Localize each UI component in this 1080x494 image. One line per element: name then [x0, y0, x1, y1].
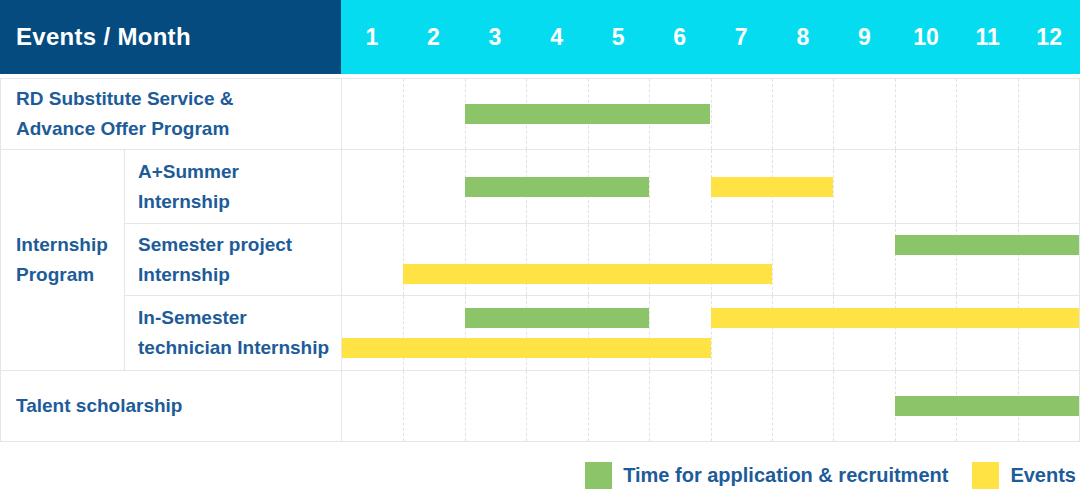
- bar-events-a-plus-summer: [711, 177, 834, 197]
- chart-area-a-plus-summer: [342, 150, 1079, 223]
- legend: Time for application & recruitment Event…: [585, 462, 1076, 489]
- month-header-cell-6: 6: [649, 0, 711, 74]
- bar-line: [342, 157, 1079, 216]
- label-line: Internship: [138, 260, 341, 290]
- table-title: Events / Month: [0, 0, 341, 74]
- bar-application-a-plus-summer: [465, 177, 649, 197]
- month-header-cell-4: 4: [526, 0, 588, 74]
- row-semester-project: Semester projectInternship: [125, 223, 1079, 295]
- label-line: Advance Offer Program: [16, 114, 341, 144]
- bar-events-semester-project: [403, 264, 772, 284]
- row-label-a-plus-summer: A+SummerInternship: [125, 150, 342, 223]
- bar-line: [342, 231, 1079, 260]
- chart-area-rd-substitute: [342, 79, 1079, 149]
- month-header-cell-11: 11: [957, 0, 1019, 74]
- bar-events-in-semester-technician: [711, 308, 1080, 328]
- label-line: Internship: [16, 230, 124, 260]
- row-in-semester-technician: In-Semestertechnician Internship: [125, 295, 1079, 370]
- bar-application-semester-project: [895, 235, 1079, 255]
- bar-line: [342, 303, 1079, 333]
- bar-line: [342, 260, 1079, 289]
- label-line: technician Internship: [138, 333, 341, 363]
- bar-application-rd-substitute: [465, 104, 711, 124]
- bar-application-in-semester-technician: [465, 308, 649, 328]
- gantt-body: RD Substitute Service &Advance Offer Pro…: [0, 78, 1080, 442]
- bar-events-in-semester-technician: [342, 338, 711, 358]
- row-label-talent-scholarship: Talent scholarship: [1, 371, 342, 441]
- label-line: In-Semester: [138, 303, 341, 333]
- label-line: Program: [16, 260, 124, 290]
- row-label-in-semester-technician: In-Semestertechnician Internship: [125, 296, 342, 370]
- row-a-plus-summer: A+SummerInternship: [125, 150, 1079, 223]
- month-header-cell-3: 3: [464, 0, 526, 74]
- legend-label-events: Events: [1010, 464, 1076, 487]
- bar-line: [342, 333, 1079, 363]
- table-header: Events / Month 123456789101112: [0, 0, 1080, 74]
- chart-area-semester-project: [342, 224, 1079, 295]
- legend-label-application: Time for application & recruitment: [623, 464, 948, 487]
- month-header-cell-7: 7: [710, 0, 772, 74]
- chart-area-talent-scholarship: [342, 371, 1079, 441]
- row-group-internship-program: InternshipProgramA+SummerInternshipSemes…: [1, 149, 1079, 370]
- label-line: A+Summer: [138, 157, 341, 187]
- label-line: Talent scholarship: [16, 391, 341, 421]
- month-header-cell-12: 12: [1018, 0, 1080, 74]
- group-rows-internship-program: A+SummerInternshipSemester projectIntern…: [125, 150, 1079, 370]
- row-label-semester-project: Semester projectInternship: [125, 224, 342, 295]
- row-label-rd-substitute: RD Substitute Service &Advance Offer Pro…: [1, 79, 342, 149]
- bar-line: [342, 86, 1079, 142]
- row-rd-substitute: RD Substitute Service &Advance Offer Pro…: [1, 79, 1079, 149]
- month-header: 123456789101112: [341, 0, 1080, 74]
- label-line: RD Substitute Service &: [16, 84, 341, 114]
- month-header-cell-5: 5: [587, 0, 649, 74]
- month-header-cell-1: 1: [341, 0, 403, 74]
- month-header-cell-2: 2: [403, 0, 465, 74]
- bar-application-talent-scholarship: [895, 396, 1079, 416]
- month-header-cell-8: 8: [772, 0, 834, 74]
- label-line: Semester project: [138, 230, 341, 260]
- legend-swatch-events: [972, 462, 999, 489]
- label-line: Internship: [138, 187, 341, 217]
- row-talent-scholarship: Talent scholarship: [1, 370, 1079, 441]
- group-label-internship-program: InternshipProgram: [1, 150, 125, 370]
- bar-line: [342, 378, 1079, 434]
- chart-area-in-semester-technician: [342, 296, 1079, 370]
- gantt-chart: Events / Month 123456789101112 RD Substi…: [0, 0, 1080, 494]
- month-header-cell-10: 10: [895, 0, 957, 74]
- month-header-cell-9: 9: [834, 0, 896, 74]
- legend-swatch-application: [585, 462, 612, 489]
